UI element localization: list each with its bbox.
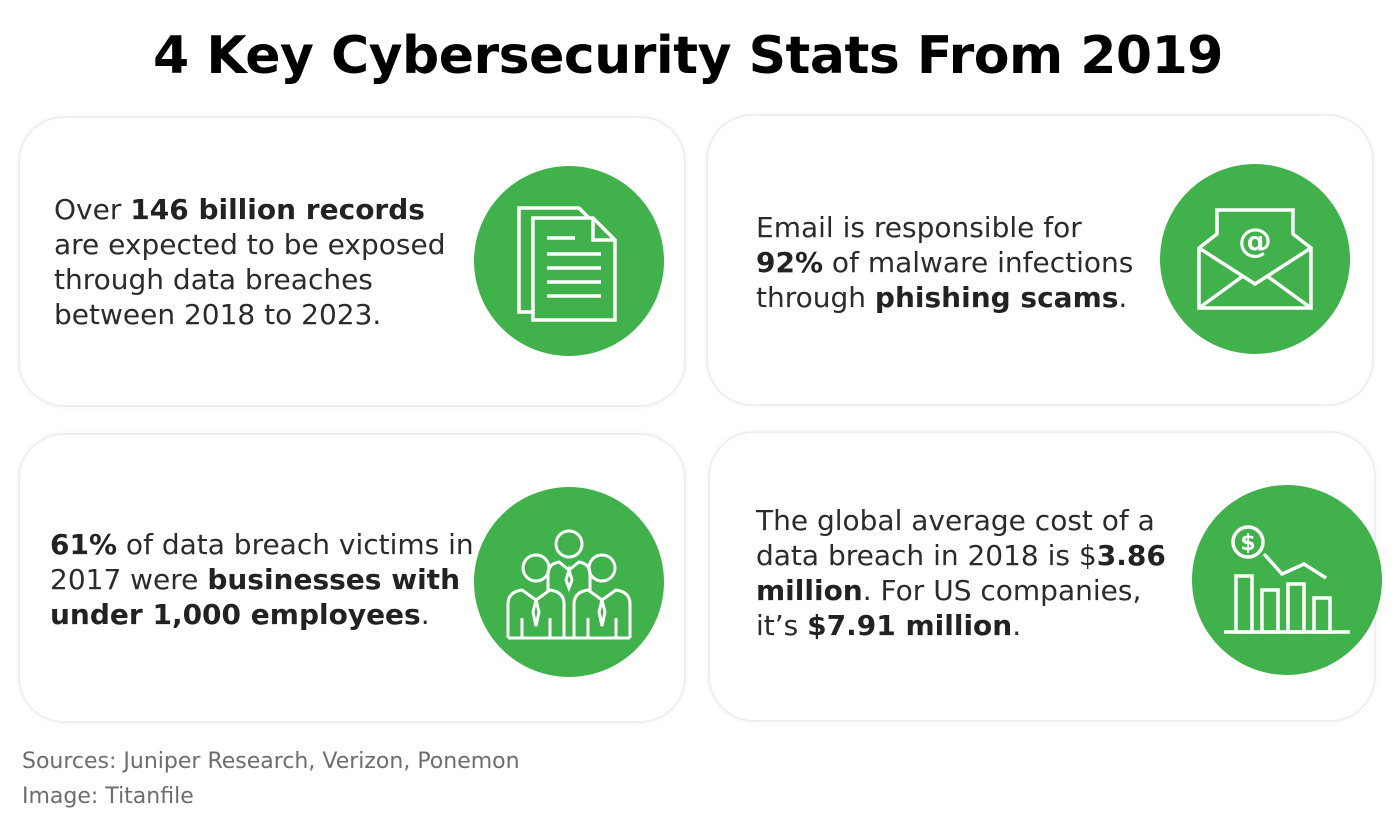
stat-run: . [420,598,430,631]
stat-highlight: phishing scams [874,281,1119,314]
icon-badge [474,487,664,677]
svg-text:$: $ [1240,531,1255,556]
stat-highlight: 92% [756,246,824,279]
icon-badge: $ [1192,485,1382,675]
svg-text:@: @ [1238,221,1272,261]
stat-run: of data breach victims in 2017 were [50,528,474,596]
email-icon: @ [1197,208,1313,310]
stat-card-cost: The global average cost of a data breach… [708,431,1382,722]
stat-text: Email is responsible for 92% of malware … [756,210,1156,315]
image-credit-line: Image: Titanfile [22,784,194,809]
source-credits: Sources: Juniper Research, Verizon, Pone… [22,744,520,814]
stat-highlight: 61% [50,528,118,561]
stat-card-records: Over 146 billion records are expected to… [18,116,686,407]
icon-badge: @ [1160,164,1350,354]
stat-highlight: 146 billion records [130,193,425,226]
stat-highlight: 3.86 million [756,539,1166,607]
document-icon [517,206,617,322]
stat-highlight: $7.91 million [807,609,1013,642]
cost-chart-icon: $ [1224,525,1350,634]
stat-run: are expected to be exposed through data … [54,228,446,331]
team-icon [506,529,632,640]
stat-run: Email is responsible for [756,211,1082,244]
page-title: 4 Key Cybersecurity Stats From 2019 [153,26,1223,86]
stat-highlight: businesses with under 1,000 employees [50,563,460,631]
stat-run: . [1012,609,1022,642]
stat-card-employees: 61% of data breach victims in 2017 were … [18,433,686,723]
sources-line: Sources: Juniper Research, Verizon, Pone… [22,749,520,774]
stat-text: Over 146 billion records are expected to… [54,192,454,332]
stat-run: Over [54,193,131,226]
stat-run: of malware infections through [756,246,1134,314]
stat-text: 61% of data breach victims in 2017 were … [50,527,480,632]
stat-card-email: Email is responsible for 92% of malware … [706,114,1374,406]
stat-run: . For US companies, it’s [756,574,1142,642]
stat-run: . [1118,281,1128,314]
stat-text: The global average cost of a data breach… [756,503,1176,643]
icon-badge [474,166,664,356]
stat-run: The global average cost of a data breach… [756,504,1155,572]
